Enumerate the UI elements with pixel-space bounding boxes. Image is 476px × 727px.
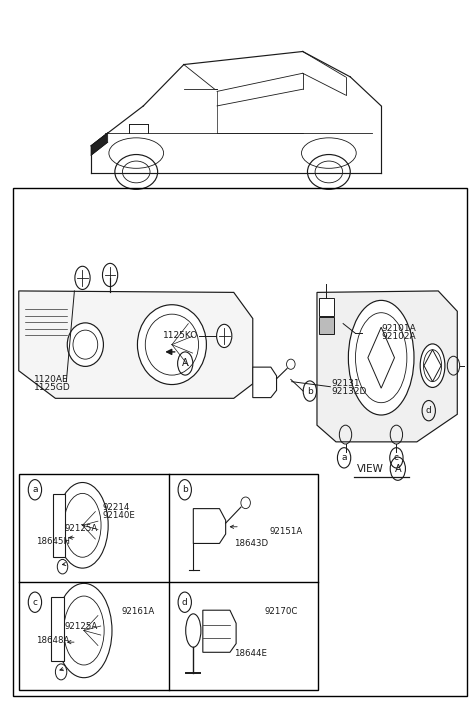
- Text: 1125KO: 1125KO: [162, 332, 198, 340]
- Ellipse shape: [56, 583, 112, 678]
- Ellipse shape: [67, 323, 103, 366]
- Text: 92101A: 92101A: [380, 324, 415, 333]
- Text: A: A: [181, 358, 188, 369]
- Ellipse shape: [137, 305, 206, 385]
- Bar: [12, 188, 466, 696]
- Text: 92125A: 92125A: [65, 524, 98, 534]
- Text: c: c: [32, 598, 37, 607]
- Polygon shape: [202, 610, 236, 652]
- Text: 18648A: 18648A: [36, 636, 69, 645]
- Bar: [53, 494, 65, 556]
- Text: 92125A: 92125A: [65, 622, 98, 630]
- Bar: [319, 317, 333, 334]
- Ellipse shape: [57, 483, 108, 568]
- Text: 92140E: 92140E: [103, 510, 136, 520]
- Text: a: a: [341, 454, 346, 462]
- Ellipse shape: [347, 300, 413, 415]
- Text: d: d: [181, 598, 187, 607]
- Bar: [19, 474, 318, 690]
- Ellipse shape: [185, 614, 200, 647]
- Ellipse shape: [307, 155, 349, 189]
- Polygon shape: [19, 291, 252, 398]
- Text: 92151A: 92151A: [269, 527, 302, 537]
- Polygon shape: [252, 367, 276, 398]
- Ellipse shape: [286, 359, 295, 369]
- Ellipse shape: [55, 664, 67, 680]
- Polygon shape: [91, 133, 108, 156]
- Text: 92170C: 92170C: [264, 607, 298, 616]
- Text: b: b: [307, 387, 312, 395]
- Text: 92132D: 92132D: [330, 387, 366, 396]
- Ellipse shape: [115, 155, 157, 189]
- Circle shape: [216, 324, 231, 348]
- Ellipse shape: [240, 497, 250, 509]
- Text: 18644E: 18644E: [233, 649, 266, 658]
- Text: d: d: [425, 406, 431, 415]
- Polygon shape: [317, 291, 456, 442]
- Circle shape: [75, 266, 90, 289]
- Text: b: b: [181, 485, 187, 494]
- Text: c: c: [393, 454, 398, 462]
- Ellipse shape: [57, 559, 68, 574]
- Text: 18643D: 18643D: [233, 539, 268, 548]
- Text: a: a: [32, 485, 38, 494]
- Text: 18645H: 18645H: [36, 537, 70, 546]
- Ellipse shape: [419, 344, 444, 387]
- Text: 1120AE: 1120AE: [34, 375, 69, 384]
- Circle shape: [102, 263, 118, 286]
- Text: 92102A: 92102A: [380, 332, 415, 341]
- Text: 92214: 92214: [103, 502, 130, 512]
- Text: 1125GD: 1125GD: [34, 383, 70, 392]
- Text: 92131: 92131: [330, 379, 359, 388]
- Text: VIEW: VIEW: [356, 464, 383, 474]
- Polygon shape: [193, 509, 225, 544]
- Bar: [50, 597, 64, 661]
- Text: 92161A: 92161A: [122, 607, 155, 616]
- Bar: [319, 298, 333, 316]
- Text: A: A: [394, 464, 400, 474]
